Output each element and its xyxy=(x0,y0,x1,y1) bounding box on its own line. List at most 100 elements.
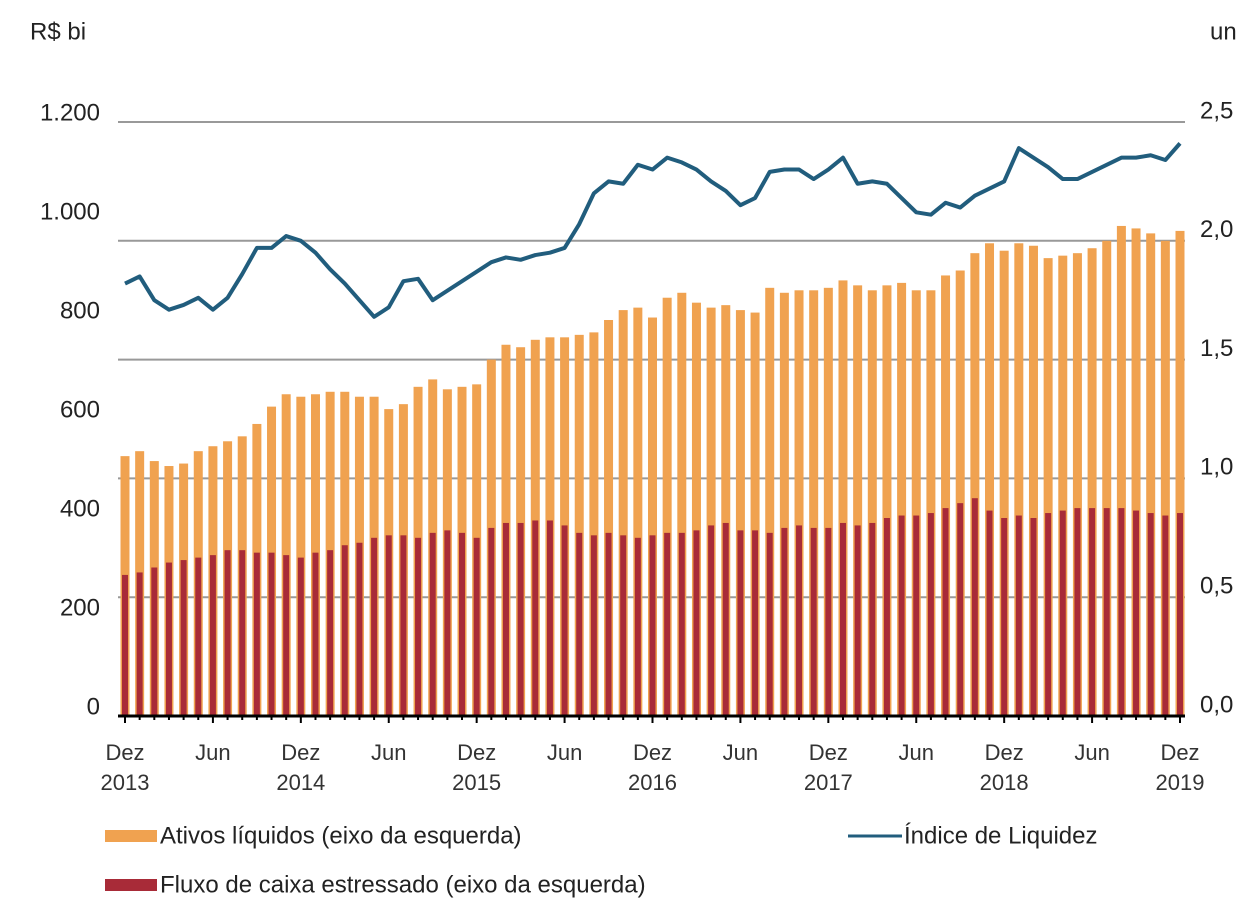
x-tick-label: Dez 2013 xyxy=(100,740,150,795)
bar xyxy=(590,535,597,716)
x-tick-label: Jun xyxy=(546,740,583,765)
bar xyxy=(942,508,949,716)
bar xyxy=(706,307,716,716)
y2-tick-label: 0,0 xyxy=(1200,691,1233,718)
bar xyxy=(415,537,422,716)
bar xyxy=(356,542,363,716)
bar xyxy=(691,302,701,716)
bar xyxy=(283,555,290,716)
bar xyxy=(882,285,892,716)
bar xyxy=(957,503,964,716)
bar xyxy=(268,552,275,716)
legend-swatch xyxy=(105,830,157,842)
bar xyxy=(721,305,731,716)
bar xyxy=(1072,253,1082,717)
bar xyxy=(122,574,128,716)
bar xyxy=(809,290,819,716)
bar xyxy=(913,515,920,716)
bar xyxy=(854,525,861,716)
bar xyxy=(765,287,775,716)
bar xyxy=(897,282,907,716)
legend-label: Ativos líquidos (eixo da esquerda) xyxy=(160,822,522,849)
y2-tick-label: 0,5 xyxy=(1200,573,1233,600)
bar xyxy=(1015,515,1022,716)
bar xyxy=(400,535,407,716)
y-tick-label: 1.200 xyxy=(40,99,100,126)
bar xyxy=(224,550,231,716)
bar xyxy=(1058,255,1068,716)
bar xyxy=(955,270,965,716)
y2-tick-label: 1,0 xyxy=(1200,454,1233,481)
bar xyxy=(970,253,980,717)
x-tick-label: Dez 2017 xyxy=(803,740,853,795)
bar xyxy=(664,532,671,716)
bar xyxy=(327,550,334,716)
bar xyxy=(825,527,832,716)
x-tick-label: Jun xyxy=(898,740,934,765)
bar xyxy=(195,557,202,716)
bar xyxy=(239,550,246,716)
bar xyxy=(136,572,143,716)
bar xyxy=(649,535,656,716)
x-tick-label: Jun xyxy=(195,740,231,765)
bar xyxy=(620,535,627,716)
bar xyxy=(867,290,877,716)
bar xyxy=(810,527,817,716)
bar xyxy=(165,562,172,716)
legend-label: Índice de Liquidez xyxy=(904,822,1097,849)
y2-axis-label: un xyxy=(1210,18,1237,45)
line-series xyxy=(124,142,1182,319)
bar xyxy=(488,527,495,716)
bar xyxy=(151,567,158,716)
y2-tick-label: 2,5 xyxy=(1200,97,1233,124)
bar xyxy=(517,522,524,716)
y-tick-label: 200 xyxy=(60,594,100,621)
bar xyxy=(927,513,934,716)
bar xyxy=(253,552,260,716)
bar xyxy=(371,537,378,716)
bar xyxy=(444,530,451,716)
bar xyxy=(574,334,584,716)
bar xyxy=(604,320,614,716)
bar xyxy=(561,525,568,716)
bar xyxy=(1087,248,1097,716)
bar xyxy=(941,275,951,716)
bar xyxy=(853,285,863,716)
bar xyxy=(1001,518,1008,716)
bar xyxy=(589,332,599,716)
bar xyxy=(662,297,672,716)
legend-label: Fluxo de caixa estressado (eixo da esque… xyxy=(160,871,646,898)
bar xyxy=(898,515,905,716)
y2-tick-label: 1,5 xyxy=(1200,335,1233,362)
bar xyxy=(971,498,978,716)
bar xyxy=(1028,245,1038,716)
bar xyxy=(693,530,700,716)
bar xyxy=(708,525,715,716)
bar xyxy=(634,537,641,716)
y-tick-label: 600 xyxy=(60,396,100,423)
bar xyxy=(1133,510,1140,716)
bar xyxy=(839,522,846,716)
bar xyxy=(1102,240,1112,717)
x-tick-label: Dez 2014 xyxy=(276,740,326,795)
x-tick-label: Dez 2015 xyxy=(452,740,502,795)
bar xyxy=(209,555,216,716)
bar xyxy=(576,532,583,716)
bar xyxy=(1089,508,1096,716)
bar xyxy=(1059,510,1066,716)
bar xyxy=(546,520,553,716)
bar xyxy=(752,530,759,716)
bar xyxy=(911,290,921,716)
x-tick-label: Dez 2018 xyxy=(979,740,1029,795)
bar xyxy=(1162,515,1169,716)
y-tick-label: 400 xyxy=(60,495,100,522)
bar xyxy=(1014,243,1024,716)
bar xyxy=(999,250,1009,716)
x-tick-label: Jun xyxy=(1074,740,1110,765)
bar xyxy=(532,520,539,716)
bar xyxy=(883,518,890,716)
bar xyxy=(605,532,612,716)
legend-swatch xyxy=(105,879,157,891)
x-tick-label: Jun xyxy=(371,740,407,765)
